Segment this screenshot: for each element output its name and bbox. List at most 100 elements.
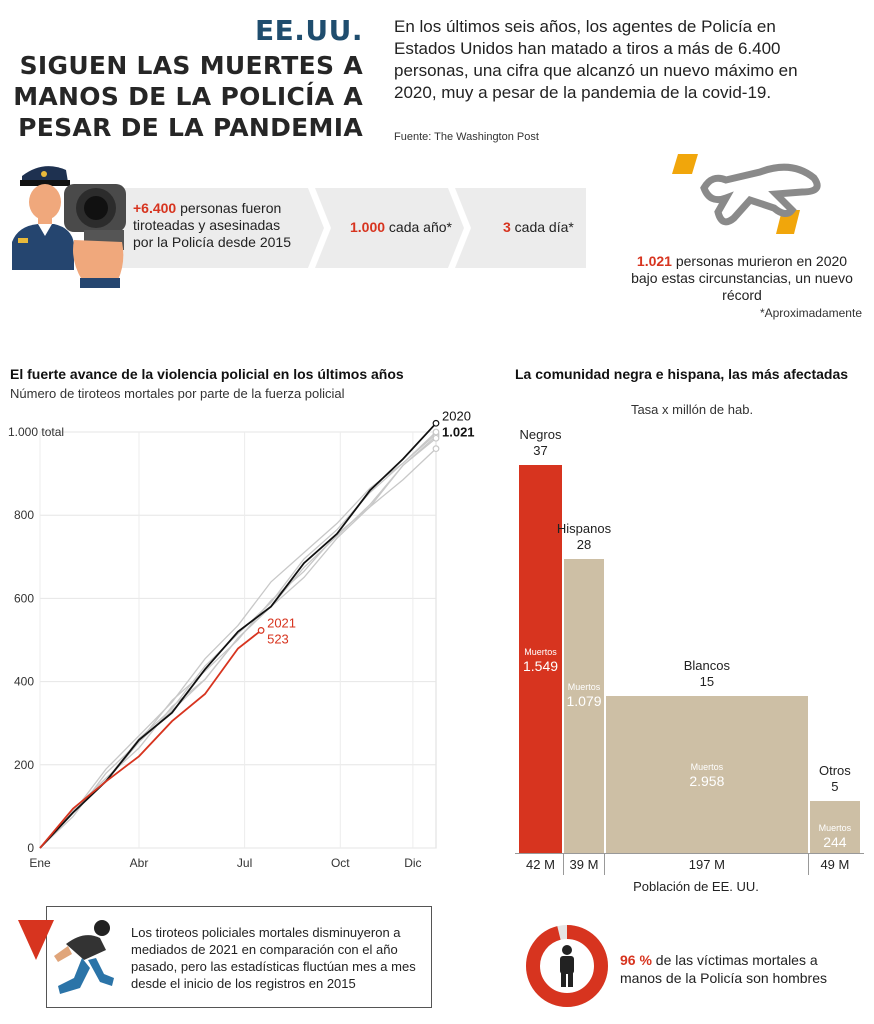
x-tick-label: Abr [130,856,149,870]
bar-hispanos [564,559,604,853]
bar-rate-value: 15 [699,673,715,689]
bar-rate-value: 5 [831,778,839,794]
series-line-2021 [39,629,262,849]
series-name-label: 2021 [267,615,296,630]
bar-population-label: 42 M [526,857,555,872]
bar-deaths-caption: Muertos [818,822,852,833]
stat-total: +6.400 personas fueron tiroteadas y ases… [133,200,303,251]
bar-population-label: 39 M [569,857,599,872]
bar-population-label: 49 M [820,857,850,872]
series-end-point [432,419,440,427]
population-divider [562,853,564,875]
mekko-baseline [515,853,864,854]
bar-negros [519,464,563,853]
bar-rate-value: 28 [576,537,592,552]
series-end-point [257,627,265,634]
bar-chart-title: La comunidad negra e hispana, las más af… [515,366,849,382]
headline: SIGUEN LAS MUERTES A MANOS DE LA POLICÍA… [3,50,363,143]
series-name-label: 2020 [442,410,471,423]
note-box [46,906,432,1008]
body-outline-icon [672,154,821,234]
y-tick-label: 400 [14,675,34,689]
series-end-point [432,434,440,442]
bar-category-label: Hispanos 28 [544,521,624,553]
bar-population-label: 197 M [688,857,725,872]
y-tick-label: 800 [14,508,34,522]
population-divider [604,853,606,875]
gender-value: 96 % [620,952,652,968]
stat-per-year-value: 1.000 [350,219,386,235]
stat-total-value: +6.400 [133,200,177,216]
stat-per-year: 1.000 cada año* [350,219,452,236]
line-chart-grid: 0 200 400 600 800 1.000 total Ene Abr Jul Oct Dic [8,425,437,870]
headline-country: EE.UU. [255,14,363,47]
bar-rate-value: 37 [533,442,548,458]
stat-per-year-text: cada año* [385,219,452,235]
stat-per-day-text: cada día* [510,219,574,235]
line-chart-series [39,419,440,849]
series-line-previous-year [39,437,437,849]
bar-deaths-value: 1.549 [522,657,559,674]
x-tick-label: Ene [29,856,51,870]
bar-deaths-label: Muertos 1.079 [564,682,604,709]
bar-category-name: Hispanos [556,521,612,536]
falling-person-icon [18,920,114,994]
note-text: Los tiroteos policiales mortales disminu… [131,925,416,991]
stat-total-text: personas fueron tiroteadas y asesinadas … [133,200,291,250]
bar-category-name: Negros [519,426,562,442]
headline-line-1: SIGUEN LAS MUERTES A [19,51,363,80]
police-officer-icon [12,166,74,270]
stat-per-day-value: 3 [503,219,511,235]
bar-deaths-caption: Muertos [690,762,724,773]
intro-text: En los últimos seis años, los agentes de… [394,17,798,102]
series-end-point [432,428,440,436]
headline-line-2: MANOS DE LA POLICÍA A [13,82,363,111]
bar-category-label: Otros 5 [790,763,874,795]
bar-chart-subtitle: Tasa x millón de hab. [630,402,754,417]
stat-record-value: 1.021 [636,253,672,269]
line-chart-subtitle: Número de tiroteos mortales por parte de… [10,386,345,401]
series-line-previous-year [39,433,437,849]
series-end-value-label: 1.021 [442,424,475,439]
y-tick-label: 0 [27,841,34,855]
bar-deaths-value: 1.079 [566,693,602,709]
x-tick-label: Dic [404,856,421,870]
footnote: *Aproximadamente [759,306,862,320]
x-tick-label: Jul [237,856,252,870]
bar-deaths-label: Muertos 1.549 [519,647,562,674]
y-tick-label: 600 [14,591,34,605]
handgun-icon [64,184,126,288]
bar-category-name: Otros [818,762,851,778]
person-icon [560,945,574,987]
y-tick-label: 1.000 total [8,425,64,439]
bar-deaths-label: Muertos 244 [810,823,860,850]
stat-record-text: personas murieron en 2020 bajo estas cir… [631,253,853,303]
x-tick-label: Oct [331,856,350,870]
source-note: Fuente: The Washington Post [394,131,539,143]
gender-donut-arc [526,925,608,1007]
gender-text: 96 % de las víctimas mortales a manos de… [620,951,830,987]
bar-chart-xlabel: Población de EE. UU. [633,879,759,894]
bar-deaths-caption: Muertos [567,682,601,692]
series-end-point [432,445,440,453]
stat-per-day: 3 cada día* [503,219,574,236]
stats-arrow-strip [108,188,586,268]
stat-record: 1.021 personas murieron en 2020 bajo est… [622,253,862,304]
bar-deaths-label: Muertos 2.958 [606,762,808,789]
bar-deaths-value: 2.958 [689,773,725,790]
y-tick-label: 200 [14,758,34,772]
bar-otros [809,800,860,853]
line-chart-title: El fuerte avance de la violencia policia… [10,366,404,382]
bar-deaths-value: 244 [823,833,847,850]
bar-category-label: Blancos 15 [586,658,828,690]
headline-line-3: PESAR DE LA PANDEMIA [18,113,363,142]
gender-text-body: de las víctimas mortales a manos de la P… [620,952,827,986]
bar-category-label: Negros 37 [499,427,582,459]
bar-category-name: Blancos [683,657,730,673]
population-divider [808,853,810,875]
series-end-value-label: 523 [267,631,289,646]
bar-blancos [605,695,808,853]
gender-donut [526,925,608,1007]
